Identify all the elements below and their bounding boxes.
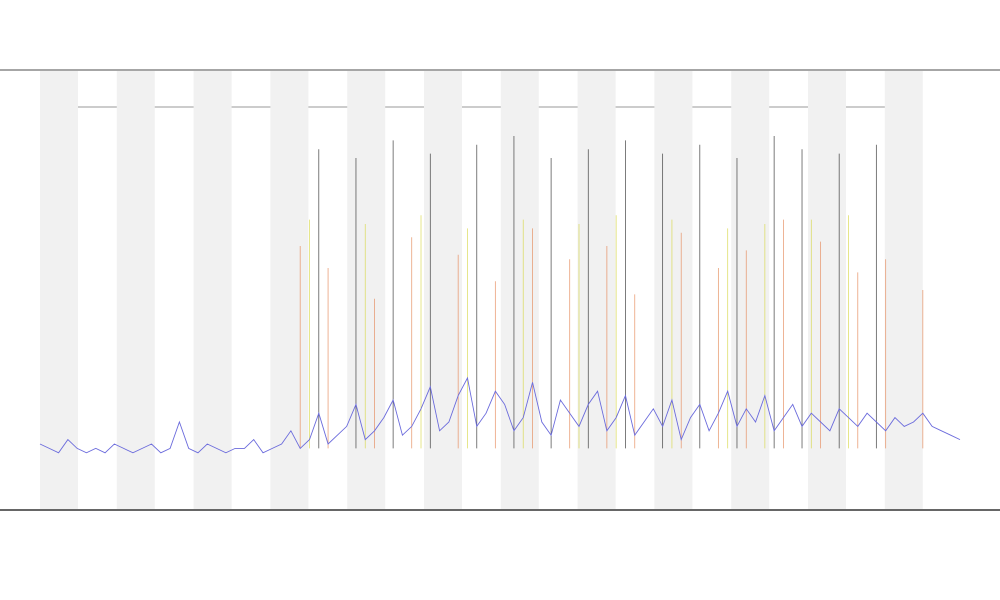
shaded-band — [40, 71, 78, 509]
shaded-band — [116, 71, 155, 509]
shaded-band — [424, 71, 462, 509]
shaded-band — [731, 71, 770, 509]
shaded-band — [884, 71, 923, 509]
series-line — [39, 376, 961, 454]
bands — [40, 71, 923, 509]
shaded-band — [808, 71, 846, 509]
shaded-band — [500, 71, 539, 509]
shaded-band — [654, 71, 693, 509]
shaded-band — [577, 71, 616, 509]
shaded-band — [347, 71, 386, 509]
shaded-band — [193, 71, 232, 509]
marks — [39, 136, 961, 454]
shaded-band — [270, 71, 309, 509]
